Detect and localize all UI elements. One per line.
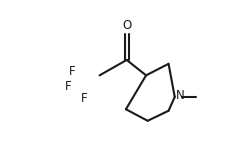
Text: F: F (69, 65, 75, 78)
Text: N: N (175, 89, 184, 102)
Text: O: O (122, 19, 131, 32)
Text: F: F (65, 80, 71, 93)
Text: F: F (80, 92, 87, 105)
